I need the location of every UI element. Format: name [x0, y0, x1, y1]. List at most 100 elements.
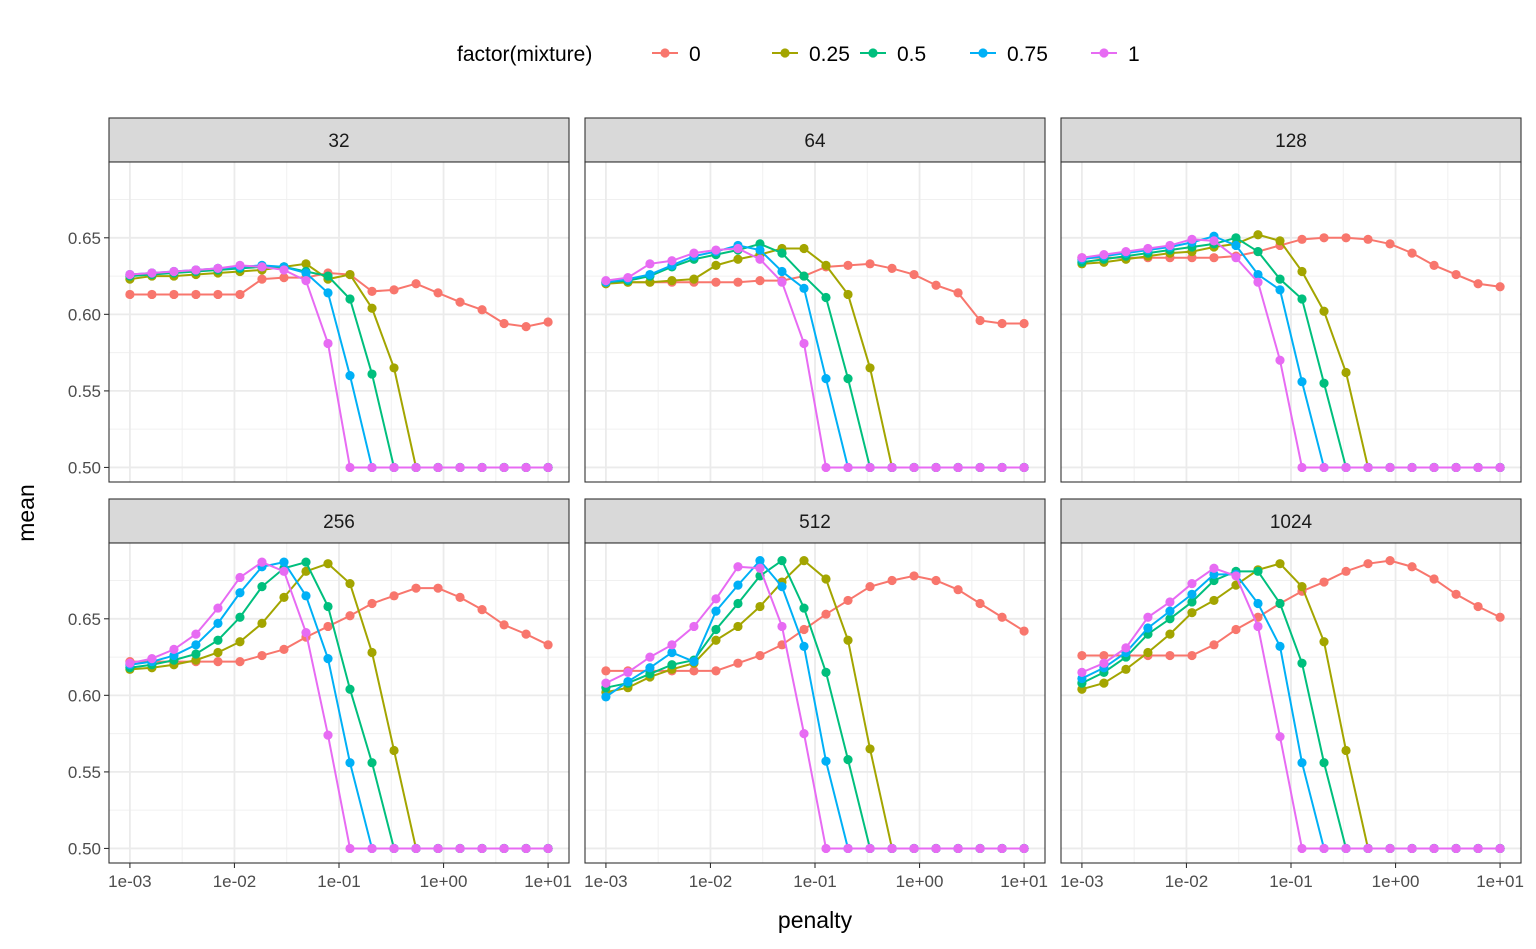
data-point: [279, 592, 289, 602]
data-point: [1099, 658, 1109, 668]
data-point: [1275, 598, 1285, 609]
data-point: [843, 462, 853, 473]
data-point: [733, 621, 743, 632]
data-point: [1473, 279, 1483, 289]
data-point: [755, 254, 765, 264]
data-point: [689, 248, 699, 258]
data-point: [975, 598, 985, 609]
legend-entry-0.25: 0.25: [809, 43, 850, 66]
data-point: [433, 583, 443, 593]
legend-key-point-0: [660, 48, 670, 58]
data-point: [1319, 758, 1329, 768]
data-point: [1385, 556, 1395, 566]
data-point: [601, 678, 611, 688]
data-point: [477, 605, 487, 615]
data-point: [455, 297, 465, 307]
y-tick-label: 0.55: [68, 763, 101, 782]
data-point: [953, 462, 963, 473]
x-tick-label: 1e-03: [108, 872, 151, 891]
x-tick-label: 1e-03: [1060, 872, 1103, 891]
data-point: [367, 286, 377, 296]
data-point: [411, 462, 421, 473]
data-point: [1451, 269, 1461, 280]
data-point: [169, 266, 179, 277]
x-tick-label: 1e+01: [524, 872, 572, 891]
data-point: [279, 273, 289, 283]
data-point: [821, 260, 831, 270]
data-point: [147, 654, 157, 664]
data-point: [821, 667, 831, 677]
data-point: [931, 280, 941, 290]
data-point: [931, 575, 941, 586]
strip-label: 128: [1275, 131, 1307, 152]
legend-entry-1: 1: [1128, 43, 1140, 66]
data-point: [521, 321, 531, 332]
x-tick-label: 1e-03: [584, 872, 627, 891]
x-tick-label: 1e+01: [1476, 872, 1524, 891]
data-point: [689, 666, 699, 676]
data-point: [433, 843, 443, 854]
data-point: [1341, 843, 1351, 854]
data-point: [1231, 233, 1241, 243]
data-point: [689, 621, 699, 632]
data-point: [733, 580, 743, 590]
data-point: [843, 635, 853, 645]
data-point: [1209, 253, 1219, 263]
panel-128: 128: [1060, 117, 1522, 483]
data-point: [345, 370, 355, 381]
y-tick-label: 0.50: [68, 458, 101, 477]
data-point: [1451, 462, 1461, 473]
data-point: [323, 621, 333, 632]
data-point: [125, 289, 135, 300]
panel-border: [584, 161, 1046, 483]
data-point: [1297, 658, 1307, 668]
data-point: [1019, 626, 1029, 636]
strip-label: 512: [799, 512, 831, 533]
data-point: [389, 462, 399, 473]
data-point: [1121, 664, 1131, 674]
data-point: [191, 649, 201, 659]
data-point: [1187, 234, 1197, 244]
data-point: [477, 462, 487, 473]
data-point: [909, 571, 919, 581]
data-point: [521, 843, 531, 854]
data-point: [367, 598, 377, 609]
data-point: [799, 603, 809, 613]
y-tick-label: 0.55: [68, 382, 101, 401]
data-point: [1231, 571, 1241, 581]
data-point: [843, 843, 853, 854]
data-point: [345, 578, 355, 589]
data-point: [645, 259, 655, 269]
data-point: [389, 591, 399, 601]
data-point: [1451, 589, 1461, 599]
data-point: [1297, 294, 1307, 304]
data-point: [367, 843, 377, 854]
data-point: [1231, 240, 1241, 251]
data-point: [433, 462, 443, 473]
data-point: [235, 588, 245, 598]
data-point: [755, 601, 765, 612]
data-point: [125, 269, 135, 280]
data-point: [1253, 246, 1263, 257]
data-point: [389, 745, 399, 756]
data-point: [301, 557, 311, 567]
data-point: [799, 243, 809, 254]
data-point: [1253, 269, 1263, 280]
x-tick-label: 1e-02: [213, 872, 256, 891]
data-point: [645, 663, 655, 673]
data-point: [1385, 239, 1395, 249]
data-point: [301, 268, 311, 278]
data-point: [477, 305, 487, 315]
data-point: [843, 374, 853, 384]
data-point: [689, 274, 699, 284]
data-point: [711, 594, 721, 604]
x-tick-label: 1e+00: [420, 872, 468, 891]
panel-64: 64: [584, 117, 1046, 483]
data-point: [843, 260, 853, 270]
data-point: [1165, 629, 1175, 639]
data-point: [733, 277, 743, 287]
panel-256: 256 0.50 0.55 0.60 0.65 1e-03 1e-02 1e-01 1e+00 1…: [68, 498, 572, 891]
data-point: [1319, 843, 1329, 854]
data-point: [1253, 621, 1263, 632]
